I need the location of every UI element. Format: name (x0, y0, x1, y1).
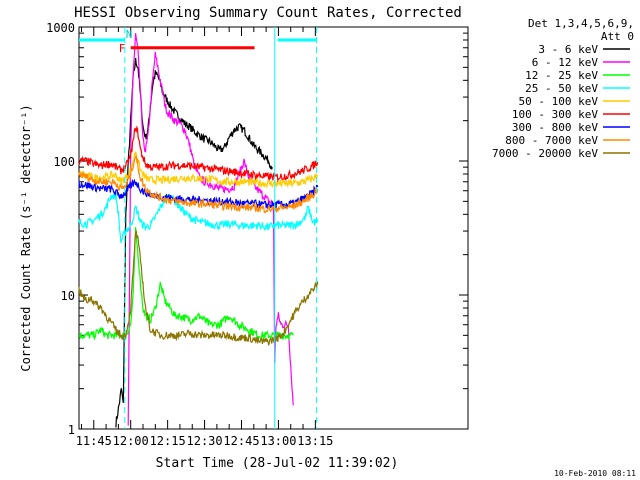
legend-label: 3 - 6 keV (538, 43, 598, 56)
axes-frame (78, 26, 469, 430)
legend-label: 100 - 300 keV (512, 108, 598, 121)
y-axis-label: Corrected Count Rate (s⁻¹ detector⁻¹) (19, 104, 33, 371)
series-line-2 (78, 227, 294, 341)
y-tick-label: 1000 (46, 21, 75, 35)
legend-label: 12 - 25 keV (525, 69, 598, 82)
annotation-layer: NF (79, 27, 318, 429)
legend-label: 25 - 50 keV (525, 82, 598, 95)
series-line-7 (78, 155, 319, 214)
legend-label: 300 - 800 keV (512, 121, 598, 134)
chart-title: HESSI Observing Summary Count Rates, Cor… (74, 5, 462, 21)
tick-labels: 1 10 100 1000 11:45 12:00 12:15 12:30 12:45 13:00… (46, 21, 333, 448)
y-tick-label: 100 (53, 155, 75, 169)
legend-label: 6 - 12 keV (532, 56, 599, 69)
legend-label: 7000 - 20000 keV (492, 147, 598, 160)
footer-date: 10-Feb-2010 08:11 (554, 469, 636, 478)
night-marker-label: N (126, 28, 133, 41)
series-line-3 (78, 192, 319, 244)
series-line-5 (78, 125, 319, 183)
y-tick-label: 1 (68, 423, 75, 437)
y-tick-label: 10 (61, 289, 75, 303)
legend-header-line: Att 0 (601, 30, 634, 43)
x-tick-label: 13:15 (297, 434, 333, 448)
x-tick-label: 12:15 (150, 434, 186, 448)
series-line-1 (127, 33, 294, 426)
legend-label: 800 - 7000 keV (505, 134, 598, 147)
x-tick-label: 12:30 (187, 434, 223, 448)
x-tick-label: 13:00 (260, 434, 296, 448)
legend-header-line: Det 1,3,4,5,6,9, (528, 17, 634, 30)
x-axis-label: Start Time (28-Jul-02 11:39:02) (156, 456, 399, 471)
x-tick-label: 12:00 (113, 434, 149, 448)
x-tick-label: 11:45 (76, 434, 112, 448)
series-line-4 (78, 151, 318, 189)
plot-frame (78, 26, 469, 430)
series-line-8 (78, 230, 319, 346)
series-layer (78, 33, 319, 428)
x-tick-label: 12:45 (223, 434, 259, 448)
flare-marker-label: F (119, 42, 126, 55)
legend-label: 50 - 100 keV (519, 95, 599, 108)
